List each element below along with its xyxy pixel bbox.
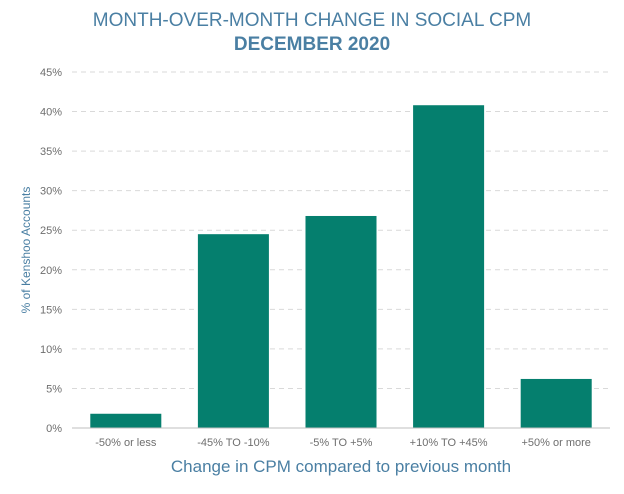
x-axis-ticks: -50% or less -45% TO -10% -5% TO +5% +10% T… — [95, 437, 591, 449]
y-axis-label: % of Kenshoo Accounts — [19, 187, 33, 314]
bar — [520, 378, 592, 428]
bar — [413, 105, 485, 428]
chart-subtitle: DECEMBER 2020 — [233, 34, 391, 55]
bars — [90, 105, 592, 428]
y-tick-label: 30% — [40, 186, 62, 198]
y-tick-label: 45% — [40, 67, 62, 79]
x-tick-label: +10% TO +45% — [410, 437, 488, 449]
x-tick-label: -50% or less — [95, 437, 157, 449]
y-axis-ticks: 0% 5% 10% 15% 20% 25% 30% 35% 40% 45% — [40, 67, 62, 435]
bar — [305, 215, 377, 428]
y-tick-label: 40% — [40, 107, 62, 119]
x-tick-label: -45% TO -10% — [197, 437, 270, 449]
y-tick-label: 20% — [40, 265, 62, 277]
y-tick-label: 25% — [40, 225, 62, 237]
chart-title: MONTH-OVER-MONTH CHANGE IN SOCIAL CPM — [92, 10, 532, 31]
x-tick-label: -5% TO +5% — [310, 437, 373, 449]
y-tick-label: 35% — [40, 146, 62, 158]
bar — [90, 413, 162, 428]
x-axis-label: Change in CPM compared to previous month — [171, 457, 511, 476]
y-tick-label: 5% — [46, 383, 62, 395]
y-tick-label: 10% — [40, 344, 62, 356]
y-tick-label: 0% — [46, 423, 62, 435]
bar — [197, 234, 269, 428]
y-tick-label: 15% — [40, 304, 62, 316]
x-tick-label: +50% or more — [521, 437, 590, 449]
